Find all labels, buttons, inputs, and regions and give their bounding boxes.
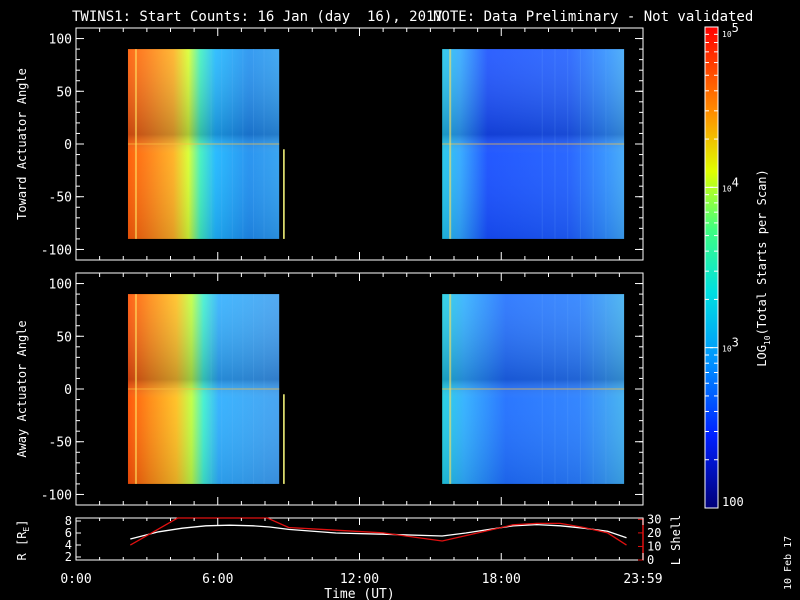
colorbar-tick-label: 105 — [722, 21, 739, 39]
x-tick-label: 18:00 — [482, 572, 521, 587]
colorbar-label: LOG10(Total Starts per Scan) — [755, 169, 772, 367]
x-tick-label: 0:00 — [60, 572, 91, 587]
y-left-tick-label: 4 — [65, 538, 72, 552]
x-tick-label: 6:00 — [202, 572, 233, 587]
colorbar-tick-label: 100 — [722, 495, 744, 509]
colorbar: 105 104 103 100 LOG10(Total Starts per Scan… — [704, 21, 772, 509]
y-tick-label: 0 — [64, 138, 72, 153]
data-block-shade — [127, 49, 280, 239]
y-right-axis-label: L Shell — [669, 515, 683, 566]
colorbar-gradient — [704, 26, 719, 509]
preliminary-note: NOTE: Data Preliminary - Not validated — [433, 9, 753, 25]
toward-angle-panel: -100 -50 0 50 100 Toward Actuator Angle — [15, 27, 644, 261]
date-stamp: 10 Feb 17 — [783, 536, 794, 590]
data-block-shade — [442, 49, 625, 239]
y-left-tick-label: 6 — [65, 526, 72, 540]
colorbar-tick-label: 104 — [722, 175, 739, 193]
chart-title: TWINS1: Start Counts: 16 Jan (day 16), 2… — [72, 9, 443, 25]
y-tick-label: -100 — [41, 488, 72, 503]
y-tick-label: -50 — [49, 436, 72, 451]
y-tick-label: 50 — [56, 85, 72, 100]
data-block-shade — [127, 294, 280, 484]
y-right-tick-label: 0 — [647, 553, 654, 567]
r-distance-line — [130, 523, 627, 540]
x-tick-label: 23:59 — [623, 572, 662, 587]
x-tick-label: 12:00 — [340, 572, 379, 587]
y-tick-label: 50 — [56, 330, 72, 345]
y-tick-label: -100 — [41, 243, 72, 258]
data-block-shade — [442, 294, 625, 484]
l-shell-line — [129, 517, 627, 546]
y-left-axis-label: R [RE] — [15, 520, 31, 561]
y-right-tick-label: 10 — [647, 539, 661, 553]
x-axis-label: Time (UT) — [324, 587, 394, 600]
y-axis-label: Away Actuator Angle — [15, 320, 29, 457]
y-tick-label: -50 — [49, 191, 72, 206]
y-axis-label: Toward Actuator Angle — [15, 68, 29, 220]
y-left-tick-label: 8 — [65, 514, 72, 528]
y-right-tick-label: 20 — [647, 526, 661, 540]
away-angle-panel: -100 -50 0 50 100 Away Actuator Angle — [15, 272, 644, 506]
y-left-tick-label: 2 — [65, 550, 72, 564]
y-tick-label: 100 — [49, 278, 72, 293]
colorbar-tick-label: 103 — [722, 336, 739, 354]
y-tick-label: 0 — [64, 383, 72, 398]
y-right-tick-label: 30 — [647, 512, 661, 526]
y-tick-label: 100 — [49, 33, 72, 48]
